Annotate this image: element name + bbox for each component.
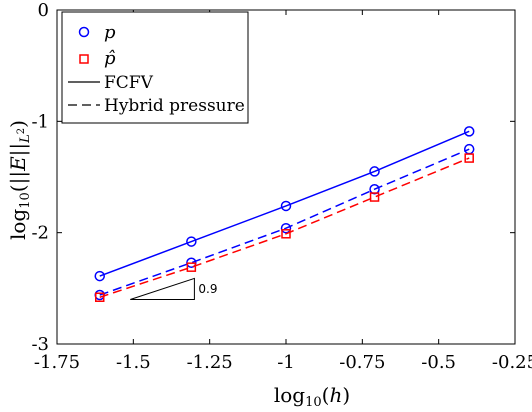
y-axis-label: log10(||E||L2) — [6, 120, 33, 240]
data-point — [369, 192, 380, 202]
series-line-0 — [99, 130, 470, 277]
data-point — [186, 262, 197, 272]
data-point — [94, 292, 105, 302]
slope-triangle-shape — [130, 277, 195, 300]
legend-label-p: p — [104, 22, 116, 43]
data-point — [463, 126, 475, 137]
data-point — [369, 166, 380, 177]
x-tick-label: -1 — [277, 352, 295, 373]
y-tick-label: -1 — [31, 111, 49, 132]
x-tick-label: -0.5 — [421, 352, 456, 373]
slope-label: 0.9 — [198, 282, 217, 296]
series-layer — [94, 126, 475, 302]
legend: p p̂ FCFV Hybrid pressure — [61, 11, 249, 124]
x-tick-label: -1.75 — [34, 352, 80, 373]
legend-label-hybrid: Hybrid pressure — [104, 96, 245, 116]
data-point — [464, 153, 474, 163]
data-point — [186, 236, 197, 247]
data-point — [281, 229, 291, 239]
x-tick-label: -1.5 — [116, 352, 151, 373]
legend-label-fcfv: FCFV — [104, 73, 154, 93]
slope-triangle: 0.9 — [130, 277, 217, 300]
legend-marker-phat — [79, 54, 89, 64]
legend-label-phat: p̂ — [104, 48, 116, 69]
data-point — [280, 200, 292, 212]
series-line-2 — [99, 157, 470, 298]
x-tick-label: -0.75 — [339, 352, 385, 373]
legend-marker-p — [78, 26, 90, 38]
series-line-1 — [99, 148, 470, 296]
y-tick-label: -2 — [31, 223, 49, 244]
y-tick-label: -3 — [31, 334, 49, 355]
y-tick-label: 0 — [38, 0, 49, 21]
x-tick-label: -1.25 — [187, 352, 233, 373]
data-point — [280, 222, 292, 234]
data-point — [94, 270, 105, 282]
legend-box — [61, 11, 249, 124]
y-axis-ticks: -3 -2 -1 0 — [31, 0, 515, 355]
x-tick-label: -0.25 — [492, 352, 532, 373]
x-axis-ticks: -1.75 -1.5 -1.25 -1 -0.75 -0.5 -0.25 — [34, 10, 532, 373]
